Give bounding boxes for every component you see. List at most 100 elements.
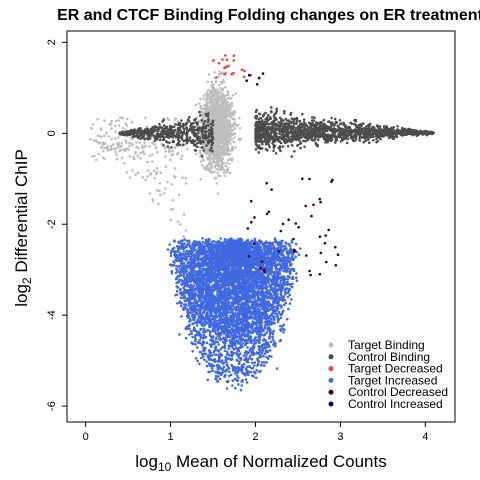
data-point — [151, 160, 154, 163]
data-point — [141, 144, 144, 147]
data-point — [257, 129, 260, 132]
data-point — [270, 135, 274, 139]
data-point — [404, 133, 408, 136]
data-point — [164, 165, 168, 168]
data-point — [212, 114, 215, 117]
data-point — [205, 95, 209, 98]
data-points — [89, 54, 435, 392]
data-point — [386, 128, 389, 131]
data-point — [353, 130, 356, 134]
data-point — [177, 193, 181, 196]
data-point — [278, 122, 282, 125]
data-point — [216, 152, 219, 155]
data-point — [96, 117, 99, 121]
data-point — [283, 128, 287, 132]
data-point — [255, 124, 258, 128]
data-point — [205, 130, 208, 133]
data-point — [223, 174, 226, 178]
data-point — [226, 91, 230, 94]
data-point — [187, 119, 191, 123]
series-control-binding — [118, 106, 435, 158]
data-point — [210, 80, 214, 84]
data-point — [193, 125, 196, 129]
data-point — [208, 153, 212, 156]
data-point — [368, 141, 371, 144]
data-point — [222, 171, 226, 174]
data-point — [184, 182, 188, 185]
data-point — [103, 119, 106, 122]
data-point — [264, 147, 268, 151]
data-point — [210, 166, 213, 170]
data-point — [169, 254, 173, 258]
data-point — [277, 129, 281, 132]
data-point — [112, 143, 115, 146]
data-point — [310, 136, 314, 139]
data-point — [259, 138, 262, 142]
data-point — [223, 109, 227, 113]
data-point — [185, 141, 189, 145]
data-point — [127, 148, 130, 151]
data-point — [216, 127, 220, 130]
data-point — [430, 131, 434, 135]
data-point — [205, 101, 209, 105]
data-point — [413, 132, 417, 136]
data-point — [279, 149, 282, 153]
data-point — [173, 118, 177, 122]
data-point — [302, 120, 306, 124]
data-point — [349, 132, 353, 136]
data-point — [103, 157, 106, 161]
data-point — [206, 89, 210, 92]
data-point — [330, 116, 333, 120]
data-point — [229, 142, 232, 146]
data-point — [286, 145, 290, 148]
data-point — [337, 126, 341, 130]
data-point — [179, 157, 183, 161]
data-point — [216, 130, 220, 134]
data-point — [202, 112, 205, 115]
data-point — [296, 133, 299, 136]
data-point — [141, 176, 145, 179]
data-point — [345, 141, 349, 145]
data-point — [230, 114, 233, 117]
data-point — [348, 126, 352, 129]
data-point — [256, 122, 259, 125]
data-point — [269, 131, 273, 135]
data-point — [227, 139, 230, 142]
data-point — [354, 120, 358, 123]
data-point — [273, 134, 276, 137]
data-point — [235, 124, 239, 127]
data-point — [292, 122, 296, 126]
data-point — [274, 118, 277, 121]
data-point — [153, 176, 157, 180]
data-point — [225, 121, 229, 124]
data-point — [193, 144, 196, 147]
data-point — [333, 131, 337, 135]
data-point — [208, 167, 211, 170]
data-point — [346, 134, 350, 138]
data-point — [171, 135, 175, 139]
data-point — [248, 354, 252, 358]
data-point — [291, 135, 295, 138]
data-point — [312, 119, 316, 122]
data-point — [143, 141, 146, 145]
data-point — [158, 138, 162, 142]
data-point — [114, 130, 117, 133]
data-point — [136, 171, 140, 175]
data-point — [238, 126, 242, 130]
data-point — [121, 126, 124, 130]
data-point — [320, 122, 323, 125]
data-point — [183, 127, 186, 131]
data-point — [91, 123, 95, 126]
data-point — [225, 129, 229, 133]
data-point — [211, 123, 215, 127]
data-point — [160, 132, 164, 135]
data-point — [232, 140, 236, 144]
data-point — [361, 132, 365, 136]
data-point — [93, 154, 96, 158]
data-point — [258, 112, 262, 116]
data-point — [368, 130, 372, 134]
data-point — [113, 124, 117, 128]
data-point — [166, 180, 169, 184]
data-point — [318, 131, 321, 134]
data-point — [114, 146, 118, 150]
